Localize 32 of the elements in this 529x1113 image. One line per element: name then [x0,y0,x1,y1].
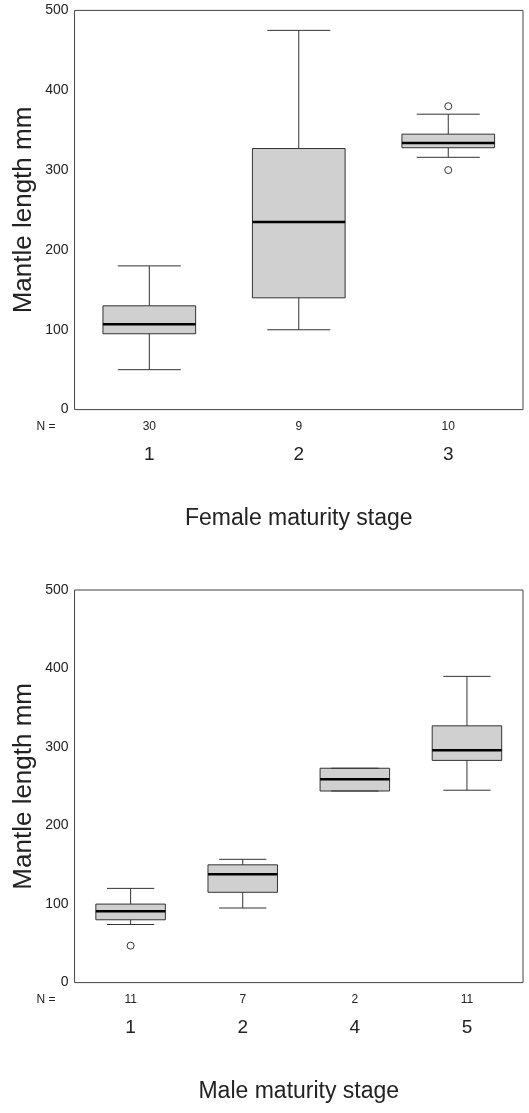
y-tick-label: 300 [45,737,69,754]
y-tick-label: 200 [45,816,69,833]
x-axis-title: Female maturity stage [185,503,413,530]
x-tick-label: 3 [442,443,454,465]
y-tick-label: 200 [45,240,69,257]
x-tick-label: 1 [125,1016,136,1038]
y-tick-label: 100 [45,320,69,337]
x-tick-label: 1 [144,443,155,465]
y-tick-label: 500 [45,1,69,18]
text: 30 [142,418,157,433]
y-tick-label: 0 [60,973,69,990]
x-axis-title: Male maturity stage [198,1076,400,1103]
text: N = [36,991,56,1006]
x-tick-label: 4 [349,1016,361,1038]
x-tick-label: 2 [293,443,305,465]
y-axis-title: Mantle length mm [6,106,37,314]
y-tick-label: 500 [45,580,69,597]
text: 11 [460,991,474,1006]
y-tick-label: 300 [45,160,69,177]
x-tick-label: 2 [237,1016,249,1038]
text: N = [36,418,56,433]
x-tick-label: 5 [461,1016,473,1038]
y-tick-label: 0 [60,400,69,417]
text: 2 [351,991,359,1006]
y-tick-label: 400 [45,659,69,676]
y-tick-label: 100 [45,894,69,911]
text: 11 [124,991,138,1006]
text: 10 [441,418,456,433]
text: 9 [295,418,303,433]
y-axis-title: Mantle length mm [6,682,37,890]
y-tick-label: 400 [45,81,69,98]
text: 7 [239,991,247,1006]
